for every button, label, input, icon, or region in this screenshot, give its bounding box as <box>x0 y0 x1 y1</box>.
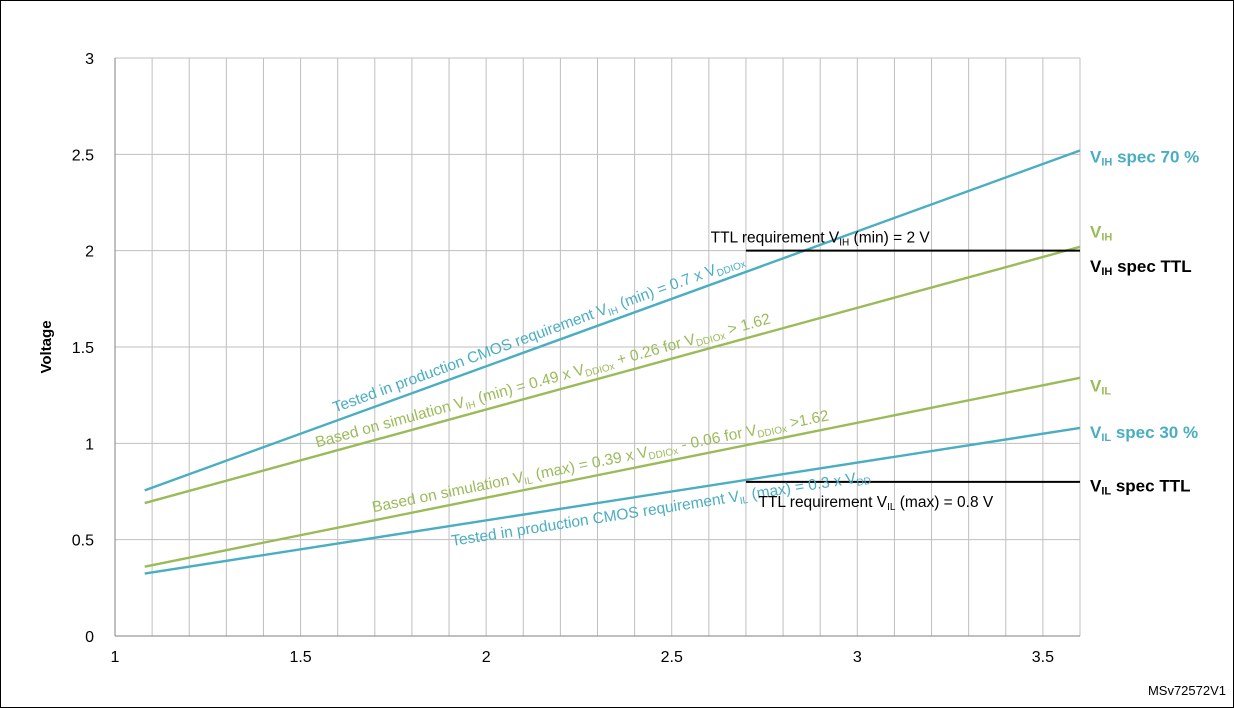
axes <box>114 58 1080 637</box>
y-tick-label: 1 <box>85 436 94 453</box>
series-label-vihttl: VIH spec TTL <box>1090 257 1192 278</box>
y-tick-label: 1.5 <box>72 340 94 357</box>
series-label-vih70: VIH spec 70 % <box>1090 147 1199 168</box>
grid <box>114 57 1081 637</box>
x-tick-label: 1.5 <box>289 649 311 666</box>
series-labels: VIH spec 70 % VIH VIL VIL spec 30 % VIH spec… <box>1090 147 1199 497</box>
series-label-vil: VIL <box>1090 377 1111 398</box>
series-label-vilttl: VIL spec TTL <box>1090 477 1190 498</box>
series-lines <box>144 149 1081 575</box>
y-tick-label: 3 <box>85 51 94 68</box>
series-line-vil <box>144 376 1081 568</box>
y-tick-label: 2.5 <box>72 147 94 164</box>
series-label-vil30: VIL spec 30 % <box>1090 423 1198 444</box>
y-tick-label: 0.5 <box>72 533 94 550</box>
x-tick-label: 3.5 <box>1032 649 1054 666</box>
x-tick-label: 2.5 <box>661 649 683 666</box>
y-tick-label: 2 <box>85 244 94 261</box>
series-label-vih: VIH <box>1090 222 1112 243</box>
series-line-vih <box>144 245 1081 505</box>
x-tick-label: 1 <box>111 649 120 666</box>
tick-labels: 1 1.5 2 2.5 3 3.5 0 0.5 1 1.5 2 2.5 3 <box>72 51 1054 666</box>
annotation-vilttl: TTL requirement VIL (max) = 0.8 V <box>758 494 993 513</box>
y-tick-label: 0 <box>85 629 94 646</box>
series-line-vil30 <box>144 426 1081 575</box>
x-tick-label: 3 <box>853 649 862 666</box>
series-line-vih70 <box>144 149 1081 492</box>
annotation-vihttl: TTL requirement VIH (min) = 2 V <box>711 230 931 249</box>
y-axis-label: Voltage <box>38 320 55 373</box>
figure-reference: MSv72572V1 <box>1148 683 1226 698</box>
x-tick-label: 2 <box>482 649 491 666</box>
